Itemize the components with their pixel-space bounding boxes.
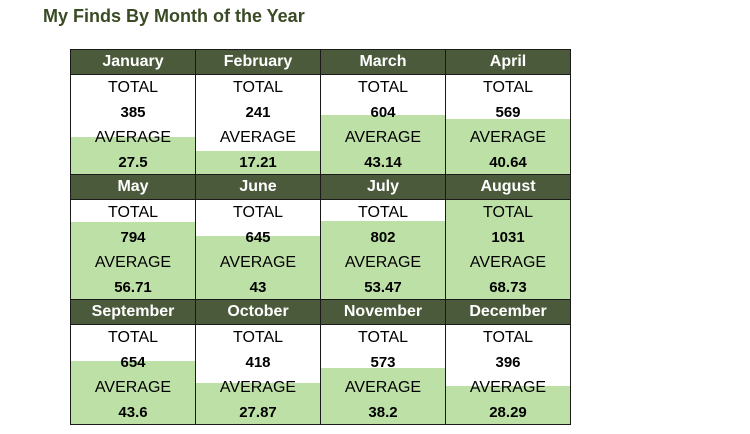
total-value: 418 <box>245 354 271 371</box>
total-label: TOTAL <box>107 329 159 346</box>
average-label: AVERAGE <box>344 129 422 146</box>
average-label: AVERAGE <box>94 254 172 271</box>
total-level-fill <box>446 119 570 174</box>
average-label: AVERAGE <box>219 129 297 146</box>
total-label: TOTAL <box>232 79 284 96</box>
month-cell: November TOTAL 573 AVERAGE 38.2 <box>321 300 446 425</box>
average-value: 38.2 <box>368 404 398 421</box>
total-value: 604 <box>370 104 396 121</box>
total-label: TOTAL <box>232 204 284 221</box>
months-grid: January TOTAL 385 AVERAGE 27.5 February … <box>70 49 571 425</box>
average-value: 27.5 <box>118 154 148 171</box>
month-name: May <box>71 175 195 200</box>
month-name: March <box>321 50 445 75</box>
total-label: TOTAL <box>232 329 284 346</box>
average-label: AVERAGE <box>219 254 297 271</box>
average-label: AVERAGE <box>219 379 297 396</box>
page-title: My Finds By Month of the Year <box>43 6 305 26</box>
total-level-fill <box>196 151 320 174</box>
month-name: October <box>196 300 320 325</box>
total-label: TOTAL <box>482 329 534 346</box>
total-value: 569 <box>495 104 521 121</box>
total-level-fill <box>71 361 195 424</box>
average-label: AVERAGE <box>469 254 547 271</box>
month-cell: April TOTAL 569 AVERAGE 40.64 <box>446 50 571 175</box>
month-name: July <box>321 175 445 200</box>
month-cell: May TOTAL 794 AVERAGE 56.71 <box>71 175 196 300</box>
average-value: 53.47 <box>364 279 402 296</box>
average-label: AVERAGE <box>344 379 422 396</box>
average-value: 43.14 <box>364 154 402 171</box>
month-cell: January TOTAL 385 AVERAGE 27.5 <box>71 50 196 175</box>
total-level-fill <box>321 115 445 174</box>
month-name: June <box>196 175 320 200</box>
total-value: 573 <box>370 354 396 371</box>
month-cell: September TOTAL 654 AVERAGE 43.6 <box>71 300 196 425</box>
average-label: AVERAGE <box>344 254 422 271</box>
total-label: TOTAL <box>107 79 159 96</box>
total-level-fill <box>196 383 320 424</box>
month-cell: October TOTAL 418 AVERAGE 27.87 <box>196 300 321 425</box>
average-label: AVERAGE <box>94 129 172 146</box>
month-cell: July TOTAL 802 AVERAGE 53.47 <box>321 175 446 300</box>
total-value: 1031 <box>491 229 525 246</box>
average-value: 56.71 <box>114 279 152 296</box>
total-value: 654 <box>120 354 146 371</box>
average-label: AVERAGE <box>469 379 547 396</box>
total-label: TOTAL <box>107 204 159 221</box>
month-cell: June TOTAL 645 AVERAGE 43 <box>196 175 321 300</box>
month-name: November <box>321 300 445 325</box>
average-value: 43.6 <box>118 404 148 421</box>
total-level-fill <box>446 199 570 299</box>
average-value: 28.29 <box>489 404 527 421</box>
total-value: 396 <box>495 354 521 371</box>
month-name: February <box>196 50 320 75</box>
total-level-fill <box>71 137 195 174</box>
month-cell: February TOTAL 241 AVERAGE 17.21 <box>196 50 321 175</box>
month-name: December <box>446 300 570 325</box>
average-value: 27.87 <box>239 404 277 421</box>
total-value: 385 <box>120 104 146 121</box>
average-value: 43 <box>249 279 267 296</box>
total-value: 794 <box>120 229 146 246</box>
total-value: 645 <box>245 229 271 246</box>
total-level-fill <box>446 386 570 424</box>
month-cell: August TOTAL 1031 AVERAGE 68.73 <box>446 175 571 300</box>
month-name: January <box>71 50 195 75</box>
month-cell: December TOTAL 396 AVERAGE 28.29 <box>446 300 571 425</box>
average-label: AVERAGE <box>469 129 547 146</box>
month-name: August <box>446 175 570 200</box>
total-level-fill <box>321 368 445 424</box>
total-value: 241 <box>245 104 271 121</box>
total-label: TOTAL <box>357 204 409 221</box>
total-value: 802 <box>370 229 396 246</box>
average-value: 17.21 <box>239 154 277 171</box>
total-label: TOTAL <box>357 329 409 346</box>
average-label: AVERAGE <box>94 379 172 396</box>
total-label: TOTAL <box>482 79 534 96</box>
month-name: April <box>446 50 570 75</box>
month-cell: March TOTAL 604 AVERAGE 43.14 <box>321 50 446 175</box>
total-label: TOTAL <box>482 204 534 221</box>
average-value: 68.73 <box>489 279 527 296</box>
month-name: September <box>71 300 195 325</box>
average-value: 40.64 <box>489 154 527 171</box>
total-level-fill <box>321 221 445 299</box>
total-level-fill <box>71 222 195 299</box>
total-label: TOTAL <box>357 79 409 96</box>
total-level-fill <box>196 236 320 299</box>
